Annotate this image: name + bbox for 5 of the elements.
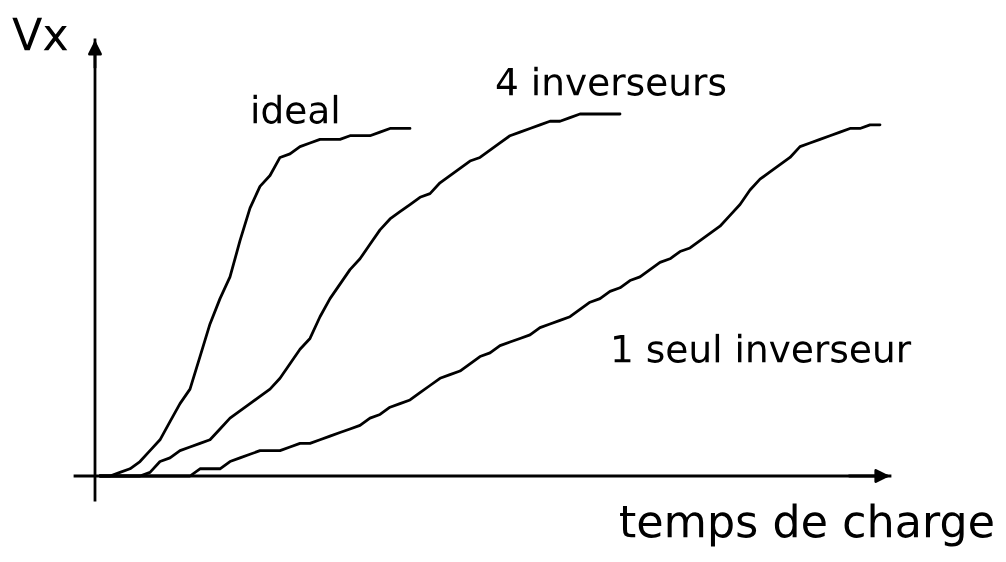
y-axis-title: Vx — [12, 17, 68, 51]
series-label: 4 inverseurs — [496, 66, 726, 96]
x-axis-title: temps de charge — [620, 503, 993, 547]
series-label: 1 seul inverseur — [614, 333, 912, 363]
series-label: ideal — [253, 94, 338, 124]
